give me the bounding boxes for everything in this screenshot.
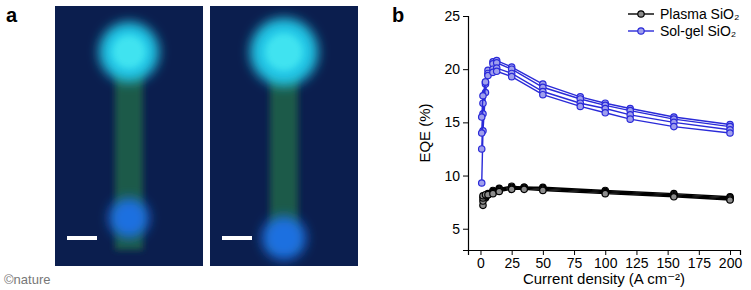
legend-label: Sol-gel SiO₂ bbox=[660, 23, 736, 39]
image-background bbox=[210, 6, 358, 266]
data-point bbox=[508, 186, 514, 192]
emission-bottom bbox=[109, 198, 149, 238]
scale-bar bbox=[222, 236, 252, 240]
tick-mark bbox=[463, 176, 468, 177]
x-axis: 0 25 50 75 100 125 150 175 200 bbox=[469, 250, 743, 271]
data-point bbox=[540, 187, 546, 193]
data-point bbox=[479, 146, 485, 152]
legend-marker bbox=[638, 11, 644, 17]
data-point bbox=[602, 110, 608, 116]
axis-line bbox=[463, 17, 469, 251]
tick: 100 bbox=[594, 250, 618, 271]
legend-label: Plasma SiO₂ bbox=[660, 6, 739, 22]
tick-label: 15 bbox=[444, 114, 460, 130]
x-axis-title: Current density (A cm⁻²) bbox=[523, 270, 685, 287]
series-line bbox=[483, 186, 730, 205]
emission-top bbox=[99, 22, 159, 82]
series-line bbox=[482, 71, 730, 133]
plot-area bbox=[479, 57, 734, 208]
scale-bar bbox=[67, 236, 97, 240]
legend: Plasma SiO₂Sol-gel SiO₂ bbox=[628, 6, 739, 39]
tick-mark bbox=[463, 229, 468, 230]
image-background bbox=[55, 6, 203, 266]
y-axis-title: EQE (%) bbox=[416, 103, 433, 162]
data-point bbox=[627, 116, 633, 122]
emission-top bbox=[250, 18, 318, 86]
data-point bbox=[482, 79, 488, 85]
tick: 75 bbox=[567, 250, 583, 271]
emission-bottom bbox=[262, 216, 306, 260]
series-line bbox=[482, 61, 730, 183]
tick-label: 200 bbox=[719, 255, 743, 271]
tick: 20 bbox=[444, 61, 468, 77]
series-line bbox=[483, 189, 730, 200]
legend-marker bbox=[638, 28, 644, 34]
tick-label: 25 bbox=[444, 8, 460, 24]
tick-mark bbox=[463, 69, 468, 70]
tick: 15 bbox=[444, 114, 468, 130]
data-point bbox=[479, 114, 485, 120]
figure: a ©nature b 0 25 50 75 100 125 150 175 200 5 10 15 20 25… bbox=[0, 0, 751, 290]
y-axis: 5 10 15 20 25 bbox=[444, 8, 468, 251]
tick-label: 5 bbox=[452, 221, 460, 237]
tick: 200 bbox=[719, 250, 743, 271]
series-line bbox=[483, 187, 730, 201]
data-point bbox=[479, 180, 485, 186]
data-point bbox=[496, 188, 502, 194]
tick-label: 20 bbox=[444, 61, 460, 77]
tick-label: 100 bbox=[594, 255, 618, 271]
data-point bbox=[493, 68, 499, 74]
tick: 150 bbox=[656, 250, 680, 271]
emission-top-core bbox=[265, 33, 302, 70]
tick-label: 10 bbox=[444, 168, 460, 184]
data-point bbox=[671, 123, 677, 129]
credit: ©nature bbox=[4, 272, 50, 287]
series-line bbox=[482, 68, 730, 133]
tick-mark bbox=[463, 16, 468, 17]
tick-mark bbox=[463, 122, 468, 123]
data-point bbox=[508, 73, 514, 79]
tick: 175 bbox=[688, 250, 712, 271]
tick-label: 50 bbox=[536, 255, 552, 271]
tick-label: 75 bbox=[567, 255, 583, 271]
data-point bbox=[727, 197, 733, 203]
data-point bbox=[602, 190, 608, 196]
tick-label: 0 bbox=[477, 255, 485, 271]
data-point bbox=[521, 186, 527, 192]
micrograph bbox=[55, 6, 203, 266]
data-point bbox=[540, 92, 546, 98]
tick: 25 bbox=[444, 8, 468, 24]
data-point bbox=[727, 130, 733, 136]
series-line bbox=[482, 63, 730, 149]
data-point bbox=[671, 194, 677, 200]
tick: 50 bbox=[536, 250, 552, 271]
tick-label: 150 bbox=[656, 255, 680, 271]
tick-label: 25 bbox=[504, 255, 520, 271]
data-point bbox=[577, 103, 583, 109]
emission-top-core bbox=[113, 36, 146, 69]
data-point bbox=[482, 79, 488, 85]
series bbox=[480, 183, 733, 209]
panel-label: a bbox=[6, 4, 18, 26]
tick: 10 bbox=[444, 168, 468, 184]
tick: 5 bbox=[452, 221, 468, 237]
micrograph bbox=[210, 6, 358, 266]
series bbox=[479, 57, 734, 186]
tick: 0 bbox=[477, 250, 485, 271]
tick-label: 175 bbox=[688, 255, 712, 271]
data-point bbox=[479, 130, 485, 136]
data-point bbox=[480, 93, 486, 99]
data-point bbox=[490, 190, 496, 196]
tick: 25 bbox=[504, 250, 520, 271]
tick: 125 bbox=[625, 250, 649, 271]
tick-label: 125 bbox=[625, 255, 649, 271]
panel-label: b bbox=[392, 4, 404, 26]
